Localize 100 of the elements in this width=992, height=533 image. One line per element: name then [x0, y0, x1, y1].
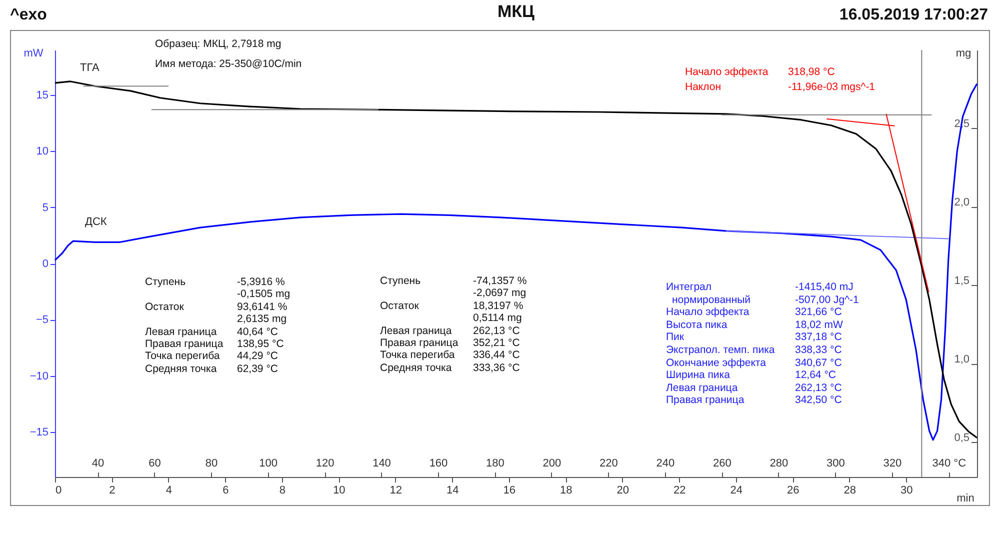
annotation: Высота пика [666, 318, 728, 331]
text: Образец: МКЦ, 2,7918 mg [155, 38, 282, 50]
annotation: 342,50 °C [795, 394, 842, 406]
x2-tick-label: 140 [372, 458, 391, 470]
annotation: Начало эффекта [666, 306, 750, 318]
annotation: Средняя точка [145, 362, 217, 375]
annotation: -0,1505 mg [237, 288, 290, 300]
annotation: Точка перегиба [380, 349, 455, 362]
annotation: Начало эффекта [685, 66, 768, 78]
x-tick-label: 22 [674, 484, 686, 496]
x-tick-label: 30 [900, 484, 913, 496]
x-tick-label: 18 [560, 484, 572, 496]
x2-tick-label: 100 [259, 458, 278, 470]
x-tick-label: 0 [56, 484, 62, 496]
y2-tick-label: 1,0 [954, 353, 970, 366]
annotation: -11,96e-03 mgs^-1 [788, 81, 876, 93]
y2-axis-title: mg [956, 48, 972, 60]
chart-title: МКЦ [498, 2, 536, 21]
text: 16.05.2019 17:00:27 [839, 6, 988, 24]
annotation: 352,21 °C [473, 337, 520, 349]
annotation: 262,13 °C [795, 382, 842, 394]
x-tick-label: 12 [390, 484, 402, 496]
x2-tick-label: 340 °C [932, 458, 966, 470]
series-label: ДСК [85, 216, 108, 228]
y-tick-label: 5 [42, 202, 48, 214]
x2-tick-label: 120 [316, 458, 334, 470]
annotation: 2,6135 mg [237, 313, 287, 326]
annotation: 62,39 °C [237, 362, 278, 375]
x-tick-label: 8 [279, 484, 286, 496]
annotation: Ступень [145, 276, 186, 288]
annotation: Окончание эффекта [666, 356, 766, 369]
x-tick-label: 4 [166, 484, 172, 496]
annotation: Пик [666, 331, 684, 344]
x-tick-label: 20 [616, 484, 630, 496]
x-tick-label: 10 [333, 484, 346, 496]
annotation: -2,0697 mg [473, 287, 526, 300]
x2-tick-label: 180 [486, 458, 504, 470]
y-tick-label: 15 [36, 89, 48, 102]
x2-tick-label: 160 [429, 458, 448, 470]
annotation: 18,02 mW [795, 318, 843, 331]
annotation: 336,44 °C [473, 349, 520, 362]
y-tick-label: −10 [30, 370, 48, 382]
annotation: 340,67 °C [795, 356, 842, 369]
annotation: Точка перегиба [145, 350, 220, 362]
annotation: 40,64 °C [237, 326, 278, 338]
annotation: 138,95 °C [237, 338, 284, 350]
y2-tick-label: 0,5 [954, 432, 970, 444]
y-axis-title: mW [24, 48, 44, 60]
annotation: Остаток [145, 300, 184, 313]
annotation: Левая граница [666, 382, 738, 394]
x2-tick-label: 240 [656, 458, 675, 470]
x2-tick-label: 200 [542, 458, 562, 470]
annotation: -507,00 Jg^-1 [795, 294, 859, 306]
x2-tick-label: 60 [148, 458, 161, 470]
annotation: Средняя точка [380, 362, 452, 374]
x2-tick-label: 320 [883, 458, 902, 470]
annotation: -5,3916 % [237, 276, 285, 288]
annotation: 0,5114 mg [473, 312, 522, 324]
annotation: Экстрапол. темп. пика [666, 344, 775, 356]
annotation: 337,18 °C [795, 331, 842, 344]
x2-tick-label: 260 [712, 458, 732, 470]
x2-tick-label: 40 [92, 458, 104, 470]
y-tick-label: 0 [42, 258, 48, 270]
x2-tick-label: 80 [205, 458, 218, 470]
text: ^exo [10, 6, 47, 24]
annotation: Интеграл [666, 281, 712, 293]
x-tick-label: 28 [844, 484, 856, 496]
annotation: Ступень [380, 275, 421, 287]
annotation: 262,13 °C [473, 324, 520, 337]
y-tick-label: −5 [36, 314, 48, 326]
annotation: Остаток [380, 300, 419, 312]
annotation: 18,3197 % [473, 300, 524, 312]
x2-tick-label: 220 [600, 458, 618, 470]
y2-tick-label: 1,5 [954, 274, 970, 287]
y-tick-label: 10 [36, 146, 48, 158]
annotation: 321,66 °C [795, 306, 842, 318]
annotation: 93,6141 % [237, 300, 288, 313]
x-tick-label: 16 [503, 484, 516, 496]
x-tick-label: 26 [786, 484, 800, 496]
y2-tick-label: 2,0 [954, 196, 970, 208]
annotation: Наклон [685, 81, 722, 93]
annotation: Правая граница [145, 338, 224, 350]
x-tick-label: 2 [109, 484, 116, 496]
annotation: Левая граница [380, 324, 452, 337]
annotation: Правая граница [666, 394, 744, 406]
annotation: Имя метода: 25-350@10C/min [155, 58, 302, 70]
annotation: 318,98 °C [788, 66, 835, 78]
annotation: 333,36 °C [473, 362, 520, 374]
annotation: 12,64 °C [795, 369, 836, 382]
annotation: -1415,40 mJ [795, 281, 854, 293]
x-tick-label: 24 [730, 484, 742, 496]
x-tick-label: 14 [446, 484, 459, 496]
annotation: 44,29 °C [237, 350, 278, 362]
y-tick-label: −15 [30, 426, 48, 439]
x-axis-title: min [956, 492, 974, 504]
x2-tick-label: 280 [770, 458, 788, 470]
annotation: Ширина пика [666, 369, 730, 382]
annotation: Правая граница [380, 337, 458, 349]
series-label: ТГА [80, 62, 100, 74]
annotation: 338,33 °C [795, 344, 842, 356]
